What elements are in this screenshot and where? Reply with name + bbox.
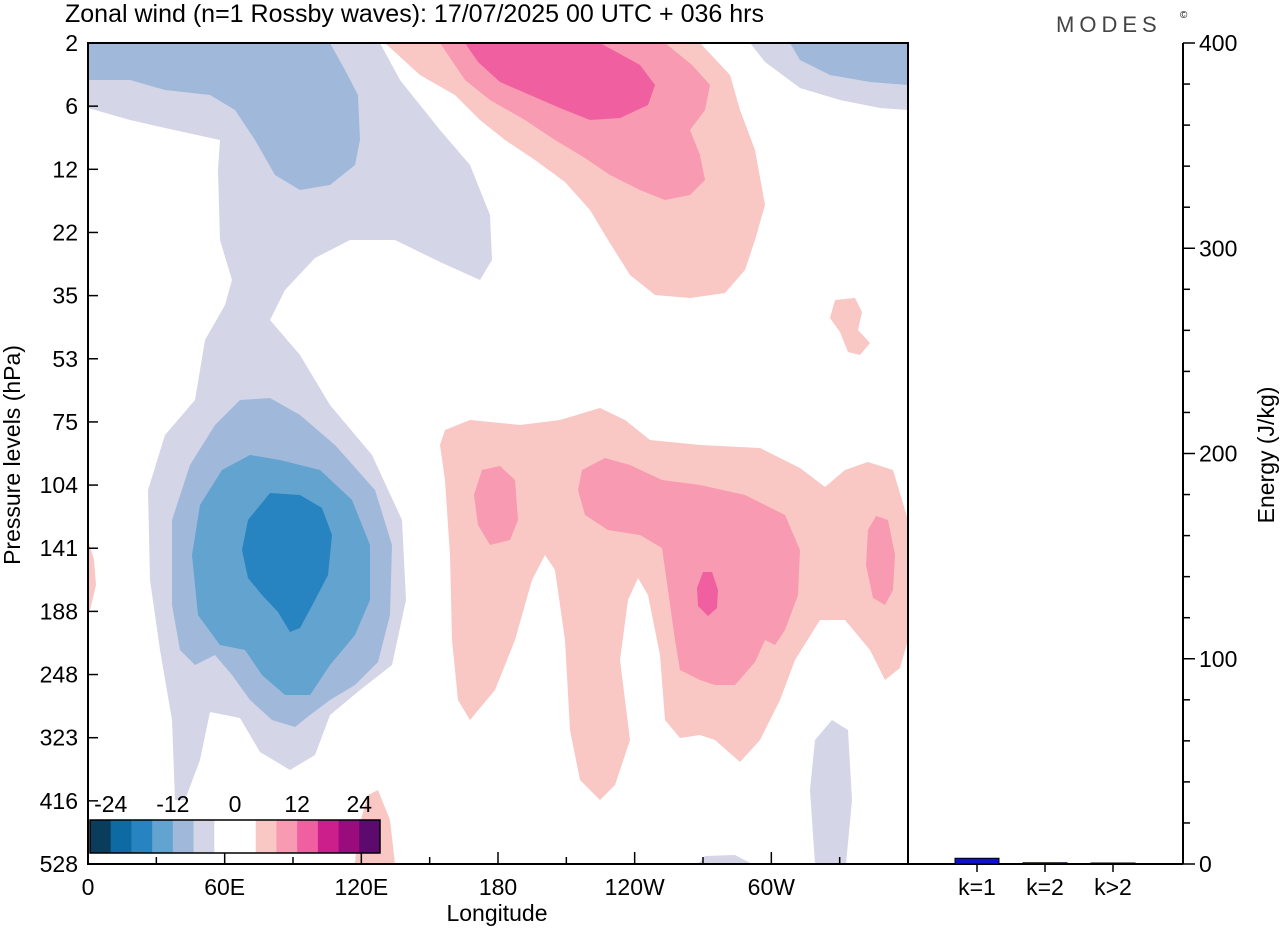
x-tick-label: 0 [82, 874, 95, 900]
energy-y-tick-label: 400 [1199, 30, 1237, 56]
energy-y-axis-ticks: 0 100 200 300 400 [1183, 30, 1237, 877]
energy-x-axis-ticks: k=1 k=2 k>2 [958, 864, 1132, 900]
y-tick-label: 12 [52, 156, 78, 182]
contour-band-light-pink-small [830, 298, 870, 355]
contour-band-light-blue-upper [88, 43, 360, 190]
y-tick-label: 75 [52, 409, 78, 435]
x-tick-label: 60E [204, 874, 245, 900]
colorbar-tick-label: 0 [229, 791, 242, 817]
x-tick-label: 180 [479, 874, 517, 900]
energy-bar [1090, 862, 1136, 865]
colorbar-swatch [338, 820, 360, 853]
y-tick-label: 35 [52, 283, 78, 309]
y-tick-label: 22 [52, 219, 78, 245]
y-tick-label: 528 [40, 851, 78, 877]
y-tick-label: 416 [40, 788, 78, 814]
colorbar-swatch [297, 820, 319, 853]
chart-title: Zonal wind (n=1 Rossby waves): 17/07/202… [65, 0, 764, 28]
colorbar-swatch [172, 820, 195, 853]
energy-bar [1022, 862, 1068, 865]
colorbar-swatch [90, 820, 112, 853]
brand-logo: MODES [1056, 12, 1162, 37]
y-tick-label: 323 [40, 725, 78, 751]
contour-band-pink-lower-west [474, 466, 518, 545]
colorbar-swatch [193, 820, 215, 853]
energy-axis-title: Energy (J/kg) [1253, 387, 1279, 524]
x-tick-label: 120W [605, 874, 665, 900]
y-axis-title: Pressure levels (hPa) [0, 345, 25, 565]
energy-y-tick-label: 0 [1199, 851, 1212, 877]
colorbar-swatch [131, 820, 153, 853]
contour-band-pink-edge-left [88, 540, 96, 610]
energy-bar [954, 857, 1000, 865]
energy-x-tick-label: k=2 [1026, 874, 1064, 900]
y-tick-label: 188 [40, 598, 78, 624]
energy-panel: 0 100 200 300 400 k=1 k=2 k>2 [907, 30, 1237, 900]
energy-bars [954, 857, 1136, 865]
colorbar-swatch [110, 820, 132, 853]
x-tick-label: 120E [334, 874, 388, 900]
colorbar-swatch [276, 820, 298, 853]
contour-band-pink-lower-east [866, 516, 895, 605]
energy-x-tick-label: k=1 [958, 874, 996, 900]
energy-x-tick-label: k>2 [1094, 874, 1132, 900]
contour-band-pink-lower [578, 458, 800, 685]
x-tick-label: 60W [748, 874, 796, 900]
contour-band-lavender-tiny [698, 855, 752, 864]
contour-band-magenta-upper [465, 43, 655, 120]
colorbar-tick-label: -12 [156, 791, 189, 817]
y-tick-label: 6 [65, 93, 78, 119]
contour-x-axis: 0 60E 120E 180 120W 60W [82, 852, 909, 900]
brand-mark: © [1180, 10, 1188, 21]
contour-band-light-blue-east [790, 43, 908, 85]
colorbar-tick-label: -24 [94, 791, 127, 817]
contour-band-magenta-lower [697, 572, 718, 616]
y-tick-label: 53 [52, 346, 78, 372]
y-tick-label: 104 [40, 472, 79, 498]
colorbar-swatch [255, 820, 277, 853]
contour-plot [87, 42, 909, 865]
y-tick-label: 248 [40, 662, 78, 688]
colorbar-swatch [214, 820, 236, 853]
energy-y-tick-label: 200 [1199, 441, 1237, 467]
colorbar-swatch [359, 820, 381, 853]
colorbar-legend: -24 -12 0 12 24 [89, 791, 381, 854]
colorbar-swatch [317, 820, 340, 853]
y-tick-label: 141 [40, 535, 78, 561]
colorbar-tick-label: 24 [346, 791, 372, 817]
colorbar-tick-label: 12 [284, 791, 310, 817]
energy-y-tick-label: 300 [1199, 235, 1237, 261]
colorbar-swatch [152, 820, 174, 853]
x-axis-title: Longitude [446, 900, 547, 926]
contour-band-lavender-bottom [810, 720, 852, 864]
contour-y-axis: 2 6 12 22 35 53 75 104 141 188 248 323 416 528 [40, 30, 98, 877]
y-tick-label: 2 [65, 30, 78, 56]
contour-band-dark-blue [242, 493, 332, 632]
colorbar-swatch [235, 820, 257, 853]
energy-y-tick-label: 100 [1199, 646, 1237, 672]
colorbar-frame [89, 819, 381, 854]
